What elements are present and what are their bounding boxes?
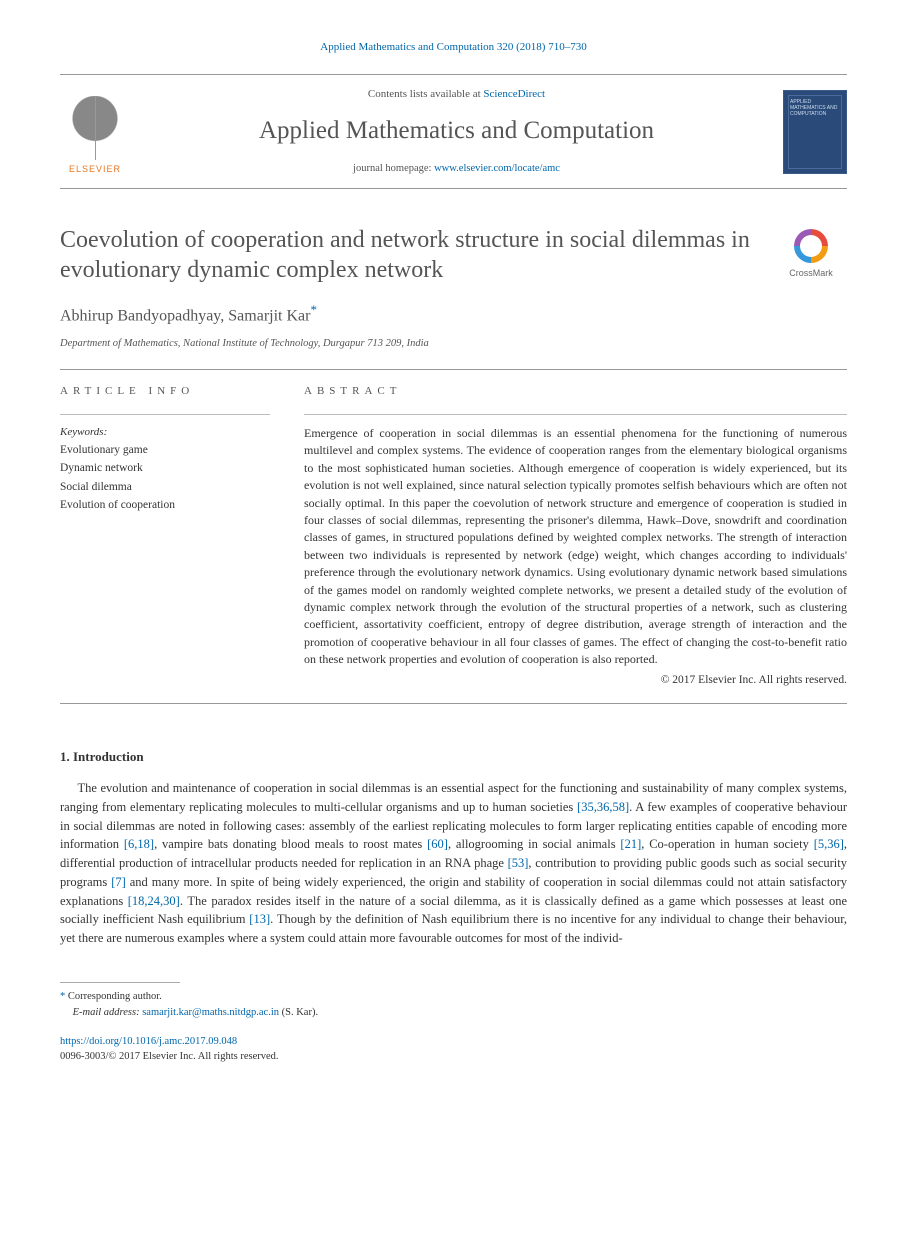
- info-abstract-row: ARTICLE INFO Keywords: Evolutionary game…: [60, 384, 847, 689]
- divider: [60, 703, 847, 704]
- abstract-col: ABSTRACT Emergence of cooperation in soc…: [304, 384, 847, 689]
- masthead-center: Contents lists available at ScienceDirec…: [148, 87, 765, 176]
- abstract-divider: [304, 414, 847, 415]
- footnote-marker: *: [60, 991, 65, 1002]
- citation-link[interactable]: [53]: [508, 856, 529, 870]
- email-link[interactable]: samarjit.kar@maths.nitdgp.ac.in: [142, 1007, 279, 1018]
- keyword: Evolution of cooperation: [60, 496, 270, 514]
- footnote-rule: [60, 982, 180, 983]
- citation-link[interactable]: [21]: [620, 837, 641, 851]
- email-attribution: (S. Kar).: [282, 1007, 318, 1018]
- divider: [60, 369, 847, 370]
- authors: Abhirup Bandyopadhyay, Samarjit Kar*: [60, 301, 847, 328]
- homepage-prefix: journal homepage:: [353, 163, 434, 174]
- abstract-label: ABSTRACT: [304, 384, 847, 400]
- header-citation: Applied Mathematics and Computation 320 …: [60, 40, 847, 56]
- journal-cover-thumb: APPLIED MATHEMATICS AND COMPUTATION: [783, 90, 847, 174]
- info-divider: [60, 414, 270, 415]
- corresponding-note: * Corresponding author.: [60, 989, 847, 1005]
- doi-link[interactable]: https://doi.org/10.1016/j.amc.2017.09.04…: [60, 1036, 237, 1047]
- footnote-block: * Corresponding author. E-mail address: …: [60, 989, 847, 1021]
- publisher-logo: ELSEVIER: [60, 88, 130, 176]
- citation-link[interactable]: [6,18]: [124, 837, 154, 851]
- issn-copyright: 0096-3003/© 2017 Elsevier Inc. All right…: [60, 1049, 847, 1064]
- citation-link[interactable]: [13]: [249, 912, 270, 926]
- abstract-text: Emergence of cooperation in social dilem…: [304, 425, 847, 668]
- sciencedirect-link[interactable]: ScienceDirect: [483, 88, 545, 100]
- crossmark-icon: [794, 229, 828, 263]
- abstract-copyright: © 2017 Elsevier Inc. All rights reserved…: [304, 672, 847, 689]
- article-info-label: ARTICLE INFO: [60, 384, 270, 400]
- citation-link[interactable]: [35,36,58]: [577, 800, 629, 814]
- publisher-label: ELSEVIER: [69, 163, 121, 176]
- intro-heading: 1. Introduction: [60, 748, 847, 767]
- corresponding-marker: *: [310, 302, 317, 317]
- title-row: Coevolution of cooperation and network s…: [60, 225, 847, 285]
- corresponding-label: Corresponding author.: [68, 991, 162, 1002]
- email-note: E-mail address: samarjit.kar@maths.nitdg…: [60, 1005, 847, 1021]
- crossmark-label: CrossMark: [789, 267, 833, 280]
- text: , Co-operation in human society: [641, 837, 813, 851]
- crossmark-badge[interactable]: CrossMark: [775, 229, 847, 280]
- keywords-label: Keywords:: [60, 425, 270, 441]
- elsevier-tree-icon: [66, 96, 124, 160]
- citation-link[interactable]: [60]: [427, 837, 448, 851]
- email-label: E-mail address:: [73, 1007, 140, 1018]
- masthead: ELSEVIER Contents lists available at Sci…: [60, 74, 847, 189]
- text: , allogrooming in social animals: [448, 837, 620, 851]
- article-info-col: ARTICLE INFO Keywords: Evolutionary game…: [60, 384, 270, 689]
- page-container: Applied Mathematics and Computation 320 …: [0, 0, 907, 1095]
- cover-text: APPLIED MATHEMATICS AND COMPUTATION: [784, 91, 846, 125]
- citation-link[interactable]: [7]: [111, 875, 126, 889]
- journal-name: Applied Mathematics and Computation: [148, 113, 765, 149]
- contents-line: Contents lists available at ScienceDirec…: [148, 87, 765, 103]
- homepage-line: journal homepage: www.elsevier.com/locat…: [148, 161, 765, 176]
- affiliation: Department of Mathematics, National Inst…: [60, 336, 847, 351]
- keyword: Social dilemma: [60, 478, 270, 496]
- doi-line: https://doi.org/10.1016/j.amc.2017.09.04…: [60, 1034, 847, 1049]
- citation-link[interactable]: [18,24,30]: [128, 894, 180, 908]
- intro-paragraph: The evolution and maintenance of coopera…: [60, 779, 847, 948]
- contents-prefix: Contents lists available at: [368, 88, 483, 100]
- text: , vampire bats donating blood meals to r…: [154, 837, 427, 851]
- keyword: Evolutionary game: [60, 441, 270, 459]
- keywords-list: Evolutionary game Dynamic network Social…: [60, 441, 270, 515]
- author-names: Abhirup Bandyopadhyay, Samarjit Kar: [60, 308, 310, 325]
- homepage-link[interactable]: www.elsevier.com/locate/amc: [434, 163, 560, 174]
- citation-link[interactable]: [5,36]: [814, 837, 844, 851]
- keyword: Dynamic network: [60, 459, 270, 477]
- article-title: Coevolution of cooperation and network s…: [60, 225, 755, 285]
